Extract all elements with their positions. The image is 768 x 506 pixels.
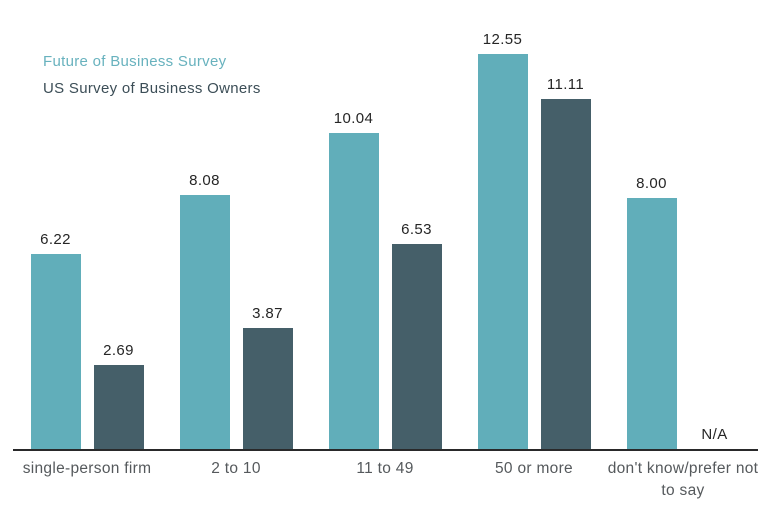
legend-entry-future-of-business-survey: Future of Business Survey xyxy=(43,53,227,70)
category-label-3: 50 or more xyxy=(495,460,573,477)
bar-series1-3 xyxy=(477,54,528,450)
legend-entry-us-survey-of-business-owners: US Survey of Business Owners xyxy=(43,80,261,97)
value-label-series2-3: 11.11 xyxy=(546,76,585,93)
bar-series2-0 xyxy=(93,365,144,450)
value-label-na-series2-4: N/A xyxy=(701,426,728,443)
category-label-0: single-person firm xyxy=(22,460,152,477)
value-label-series1-1: 8.08 xyxy=(189,172,220,189)
value-label-series1-3: 12.55 xyxy=(482,31,523,48)
bar-series2-3 xyxy=(540,99,591,450)
legend: Future of Business Survey US Survey of B… xyxy=(43,54,261,108)
value-label-series1-4: 8.00 xyxy=(636,175,667,192)
x-axis-line xyxy=(13,449,758,451)
category-label-4: don't know/prefer not to say xyxy=(607,460,759,499)
bar-series1-1 xyxy=(179,195,230,450)
value-label-series2-1: 3.87 xyxy=(252,305,283,322)
category-label-2: 11 to 49 xyxy=(356,460,414,477)
bar-series2-1 xyxy=(242,328,293,450)
value-label-series1-0: 6.22 xyxy=(40,231,71,248)
bar-series1-0 xyxy=(30,254,81,450)
bar-series2-2 xyxy=(391,244,442,450)
bar-series1-4 xyxy=(626,198,677,450)
value-label-series2-0: 2.69 xyxy=(103,342,134,359)
bar-series1-2 xyxy=(328,133,379,450)
value-label-series2-2: 6.53 xyxy=(401,221,432,238)
category-label-1: 2 to 10 xyxy=(211,460,261,477)
value-label-series1-2: 10.04 xyxy=(333,110,374,127)
